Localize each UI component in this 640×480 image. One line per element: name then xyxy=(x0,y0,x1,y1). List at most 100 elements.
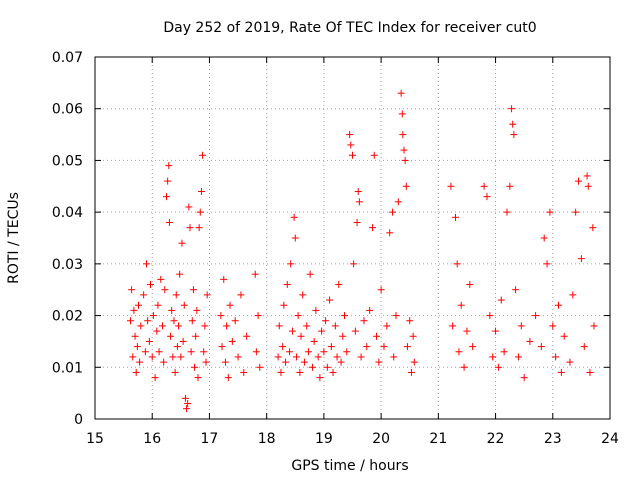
data-point xyxy=(176,270,184,278)
data-point xyxy=(326,296,334,304)
data-point xyxy=(508,105,516,113)
data-point xyxy=(163,193,171,201)
data-point xyxy=(221,358,229,366)
data-point xyxy=(453,260,461,268)
data-point xyxy=(141,348,149,356)
data-point xyxy=(373,332,381,340)
data-point xyxy=(517,322,525,330)
data-point xyxy=(546,208,554,216)
data-point xyxy=(157,275,165,283)
data-point xyxy=(280,301,288,309)
data-point xyxy=(320,348,328,356)
data-point xyxy=(153,327,161,335)
x-tick-label: 15 xyxy=(86,431,104,447)
data-point xyxy=(549,322,557,330)
y-tick-labels: 0 0.01 0.02 0.03 0.04 0.05 0.06 0.07 xyxy=(52,50,83,428)
data-point xyxy=(282,358,290,366)
data-point xyxy=(586,368,594,376)
data-point xyxy=(340,312,348,320)
data-point xyxy=(286,348,294,356)
data-point xyxy=(377,286,385,294)
data-point xyxy=(506,182,514,190)
data-point xyxy=(357,353,365,361)
data-point xyxy=(532,312,540,320)
data-point xyxy=(202,358,210,366)
data-point xyxy=(203,291,211,299)
x-tick-label: 24 xyxy=(601,431,619,447)
data-point xyxy=(494,363,502,371)
data-point xyxy=(234,353,242,361)
data-point xyxy=(131,332,139,340)
data-point xyxy=(557,368,565,376)
data-point xyxy=(310,337,318,345)
data-point xyxy=(514,353,522,361)
data-point xyxy=(350,260,358,268)
data-point xyxy=(201,322,209,330)
data-point xyxy=(526,337,534,345)
data-point xyxy=(398,110,406,118)
data-point xyxy=(288,327,296,335)
data-point xyxy=(399,131,407,139)
plot-frame xyxy=(94,56,611,420)
data-point xyxy=(290,213,298,221)
data-point xyxy=(503,208,511,216)
data-point xyxy=(339,332,347,340)
data-point xyxy=(489,353,497,361)
data-point xyxy=(337,358,345,366)
data-point xyxy=(370,151,378,159)
data-point xyxy=(154,301,162,309)
data-point xyxy=(243,332,251,340)
data-point xyxy=(460,363,468,371)
data-point xyxy=(329,368,337,376)
data-point xyxy=(327,343,335,351)
data-point xyxy=(194,374,202,382)
data-point xyxy=(497,296,505,304)
data-point xyxy=(584,182,592,190)
y-tick-label: 0.01 xyxy=(52,360,83,376)
data-point xyxy=(455,348,463,356)
data-point xyxy=(252,348,260,356)
data-point xyxy=(331,322,339,330)
data-point xyxy=(196,208,204,216)
data-point xyxy=(569,291,577,299)
x-axis-label: GPS time / hours xyxy=(291,458,408,474)
data-point xyxy=(287,260,295,268)
data-point xyxy=(304,348,312,356)
data-point xyxy=(580,343,588,351)
data-point xyxy=(237,291,245,299)
data-point xyxy=(297,332,305,340)
data-point xyxy=(137,322,145,330)
data-point xyxy=(520,374,528,382)
data-point xyxy=(346,131,354,139)
data-point xyxy=(400,146,408,154)
data-point xyxy=(171,368,179,376)
data-point xyxy=(240,368,248,376)
data-point xyxy=(128,286,136,294)
y-tick-label: 0.06 xyxy=(52,102,83,118)
data-point xyxy=(392,312,400,320)
data-point xyxy=(133,343,141,351)
data-point xyxy=(480,182,488,190)
data-point xyxy=(175,322,183,330)
data-point xyxy=(197,187,205,195)
data-point xyxy=(184,399,192,407)
data-point xyxy=(277,368,285,376)
data-point xyxy=(192,332,200,340)
data-point xyxy=(299,291,307,299)
data-point xyxy=(510,131,518,139)
data-point xyxy=(363,343,371,351)
data-point xyxy=(181,394,189,402)
data-point xyxy=(469,343,477,351)
data-point xyxy=(167,332,175,340)
y-tick-label: 0.07 xyxy=(52,50,83,66)
data-point xyxy=(389,208,397,216)
data-point xyxy=(590,322,598,330)
y-tick-label: 0.03 xyxy=(52,257,83,273)
data-point xyxy=(566,358,574,366)
x-tick-label: 21 xyxy=(429,431,447,447)
data-point xyxy=(159,322,167,330)
data-point xyxy=(390,353,398,361)
data-point xyxy=(218,343,226,351)
data-point xyxy=(407,368,415,376)
data-point xyxy=(589,224,597,232)
